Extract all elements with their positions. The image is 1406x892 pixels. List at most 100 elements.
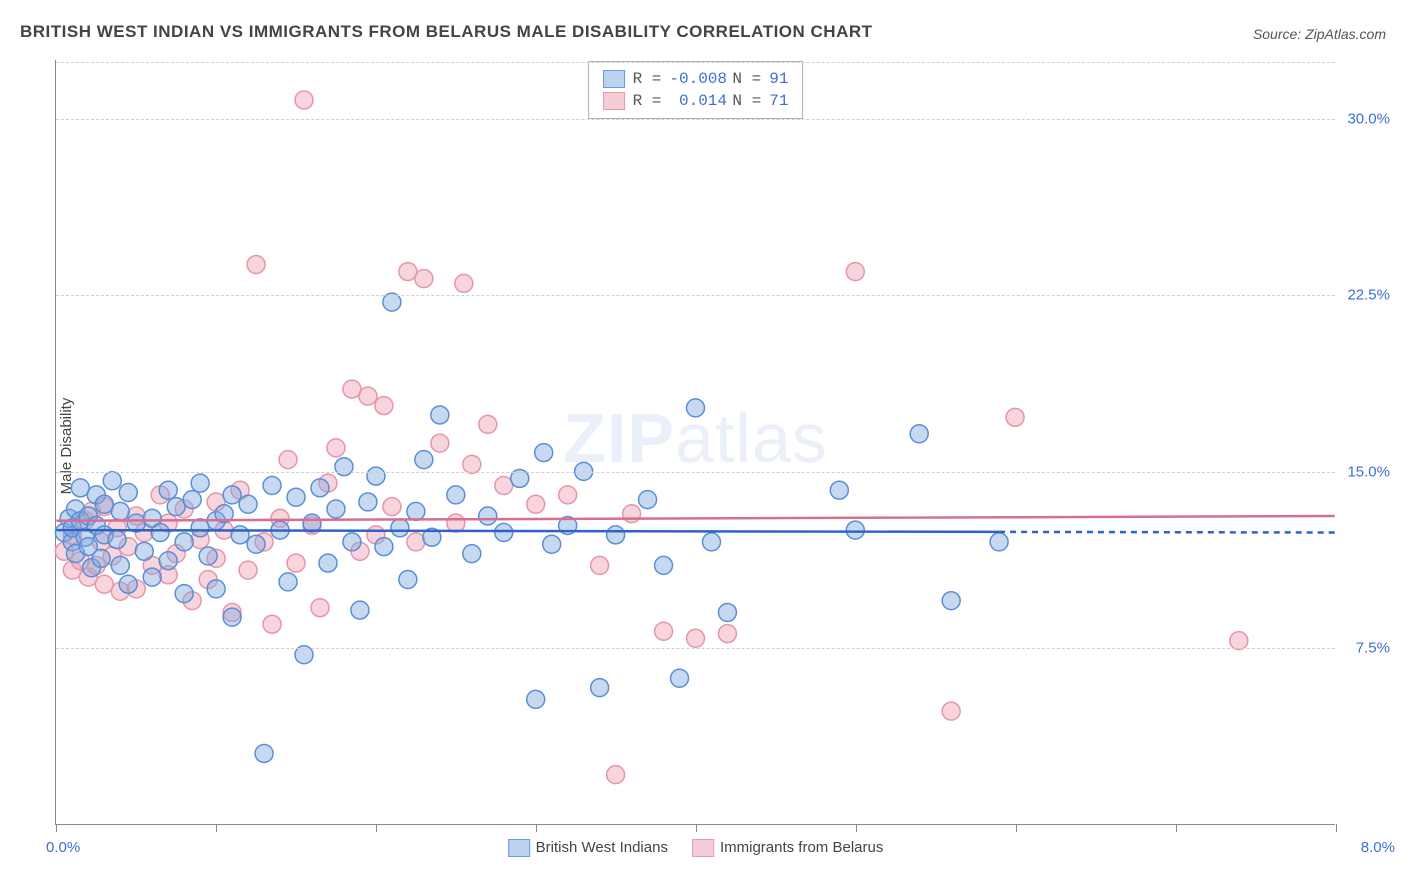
data-point [223, 608, 241, 626]
data-point [463, 455, 481, 473]
data-point [247, 535, 265, 553]
data-point [479, 415, 497, 433]
data-point [718, 603, 736, 621]
plot-area: ZIPatlas R = -0.008 N = 91 R = 0.014 N =… [55, 60, 1335, 825]
data-point [159, 481, 177, 499]
legend-item-1: British West Indians [508, 839, 668, 857]
data-point [191, 474, 209, 492]
r-label-1: R = [633, 68, 662, 90]
data-point [151, 524, 169, 542]
data-point [718, 625, 736, 643]
data-point [1006, 408, 1024, 426]
y-tick-label: 22.5% [1347, 287, 1390, 304]
data-point [279, 573, 297, 591]
n-label-2: N = [732, 90, 761, 112]
data-point [375, 397, 393, 415]
n-label-1: N = [732, 68, 761, 90]
data-point [455, 274, 473, 292]
data-point [591, 679, 609, 697]
data-point [119, 575, 137, 593]
x-tick [216, 824, 217, 832]
r-value-2: 0.014 [669, 90, 724, 112]
data-point [415, 451, 433, 469]
data-point [351, 601, 369, 619]
data-point [527, 495, 545, 513]
data-point [375, 538, 393, 556]
gridline-h [56, 648, 1335, 649]
data-point [830, 481, 848, 499]
scatter-svg [56, 60, 1335, 824]
data-point [431, 434, 449, 452]
legend-swatch-series1 [603, 70, 625, 88]
n-value-2: 71 [769, 90, 788, 112]
data-point [327, 439, 345, 457]
y-tick-label: 7.5% [1356, 640, 1390, 657]
r-value-1: -0.008 [669, 68, 724, 90]
source-name: ZipAtlas.com [1305, 26, 1386, 42]
legend-item-2: Immigrants from Belarus [692, 839, 883, 857]
data-point [279, 451, 297, 469]
data-point [263, 477, 281, 495]
data-point [607, 766, 625, 784]
data-point [1230, 632, 1248, 650]
legend-correlation: R = -0.008 N = 91 R = 0.014 N = 71 [588, 61, 804, 119]
data-point [335, 458, 353, 476]
data-point [990, 533, 1008, 551]
data-point [942, 592, 960, 610]
data-point [287, 554, 305, 572]
y-tick-label: 15.0% [1347, 463, 1390, 480]
legend-row-2: R = 0.014 N = 71 [603, 90, 789, 112]
trend-line [56, 516, 1334, 521]
data-point [535, 444, 553, 462]
data-point [639, 491, 657, 509]
data-point [407, 533, 425, 551]
data-point [231, 526, 249, 544]
data-point [263, 615, 281, 633]
data-point [367, 467, 385, 485]
source-attribution: Source: ZipAtlas.com [1253, 26, 1386, 42]
gridline-h [56, 295, 1335, 296]
data-point [143, 568, 161, 586]
x-tick [1016, 824, 1017, 832]
data-point [846, 521, 864, 539]
data-point [655, 622, 673, 640]
data-point [103, 472, 121, 490]
data-point [607, 526, 625, 544]
gridline-h-top [56, 62, 1335, 63]
data-point [846, 263, 864, 281]
source-prefix: Source: [1253, 26, 1305, 42]
x-tick [856, 824, 857, 832]
data-point [183, 491, 201, 509]
data-point [399, 571, 417, 589]
data-point [319, 554, 337, 572]
data-point [239, 495, 257, 513]
data-point [111, 556, 129, 574]
legend-bottom-swatch-2 [692, 839, 714, 857]
data-point [591, 556, 609, 574]
data-point [383, 498, 401, 516]
data-point [391, 519, 409, 537]
data-point [343, 533, 361, 551]
data-point [655, 556, 673, 574]
data-point [543, 535, 561, 553]
data-point [108, 531, 126, 549]
data-point [311, 479, 329, 497]
data-point [447, 486, 465, 504]
chart-container: BRITISH WEST INDIAN VS IMMIGRANTS FROM B… [0, 0, 1406, 892]
data-point [623, 505, 641, 523]
legend-bottom-label-1: British West Indians [536, 839, 668, 856]
data-point [287, 488, 305, 506]
trend-line-dashed [999, 532, 1335, 533]
data-point [199, 547, 217, 565]
data-point [295, 91, 313, 109]
data-point [175, 585, 193, 603]
data-point [359, 493, 377, 511]
x-tick-label-max: 8.0% [1361, 839, 1395, 856]
data-point [479, 507, 497, 525]
data-point [527, 690, 545, 708]
data-point [407, 502, 425, 520]
data-point [135, 542, 153, 560]
data-point [702, 533, 720, 551]
legend-swatch-series2 [603, 92, 625, 110]
trend-line [56, 530, 999, 532]
